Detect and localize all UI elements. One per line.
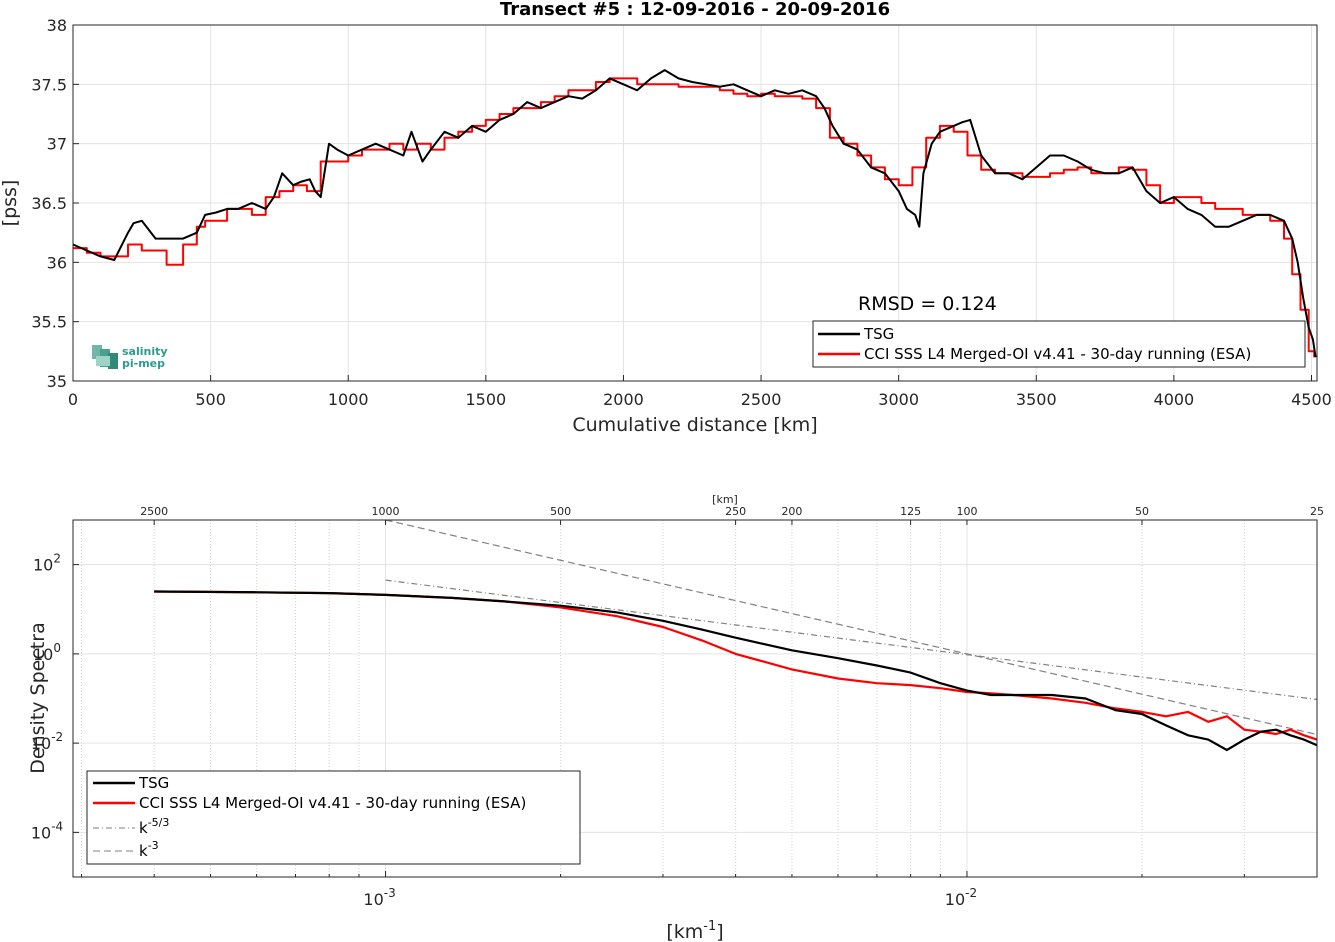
bottom-x-label-end: ] [716, 921, 723, 942]
logo-text-salinity: salinity [122, 345, 168, 358]
top-x-axis-label: Cumulative distance [km] [572, 414, 817, 436]
bottom-y-tick-label: 102 [33, 552, 61, 575]
top-legend: TSG CCI SSS L4 Merged-OI v4.41 - 30-day … [812, 320, 1306, 368]
top-y-tick-label: 36.5 [31, 194, 67, 213]
bottom-top-tick-label: 100 [956, 505, 977, 518]
top-x-tick-label: 2000 [603, 390, 644, 409]
bottom-top-tick-label: 25 [1310, 505, 1324, 518]
bottom-y-axis-label: Density Spectra [27, 622, 49, 773]
legend-k53-base: k [139, 819, 148, 837]
top-y-ticks: 35 35.5 36 36.5 37 37.5 38 [31, 16, 79, 391]
top-legend-label-cci: CCI SSS L4 Merged-OI v4.41 - 30-day runn… [864, 345, 1251, 363]
bottom-legend-box [86, 770, 581, 865]
top-x-ticks: 0 500 1000 1500 2000 2500 3000 3500 4000 4500 [68, 375, 1332, 409]
top-y-tick-label: 38 [47, 16, 67, 35]
bottom-y-tick-label: 100 [33, 641, 61, 664]
top-chart-title: Transect #5 : 12-09-2016 - 20-09-2016 [500, 0, 890, 20]
top-series-line-tsg [72, 69, 1317, 358]
bottom-series-group [154, 519, 1318, 752]
bottom-series-line-tsg [154, 590, 1318, 752]
bottom-x-label-sup: -1 [703, 919, 716, 934]
legend-k3-sup: -3 [148, 839, 159, 852]
logo-tile-1 [92, 345, 102, 359]
bottom-series-line-k3 [385, 519, 1318, 736]
bottom-y-tick-label: 10-4 [31, 819, 63, 842]
bottom-x-ticks: 10-3 10-2 [81, 871, 1245, 909]
bottom-legend-label-tsg: TSG [138, 774, 169, 792]
top-y-tick-label: 37 [47, 135, 67, 154]
top-x-tick-label: 0 [68, 390, 78, 409]
bottom-top-ticks: 2500 1000 500 250 200 125 100 50 25 [140, 505, 1324, 525]
bottom-legend-label-cci: CCI SSS L4 Merged-OI v4.41 - 30-day runn… [139, 794, 526, 812]
bottom-x-label-main: [km [666, 921, 703, 942]
logo-tile-4 [96, 356, 110, 366]
bottom-top-axis-label: [km] [712, 493, 738, 506]
top-y-tick-label: 35.5 [31, 313, 67, 332]
top-x-tick-label: 3000 [878, 390, 919, 409]
bottom-top-tick-label: 200 [781, 505, 802, 518]
bottom-top-tick-label: 125 [900, 505, 921, 518]
bottom-y-ticks: 102 100 10-2 10-4 [31, 552, 79, 842]
bottom-legend-label-k53: k-5/3 [139, 816, 169, 837]
top-x-tick-label: 4500 [1291, 390, 1332, 409]
bottom-top-tick-label: 500 [550, 505, 571, 518]
top-y-tick-label: 37.5 [31, 75, 67, 94]
legend-k53-sup: -5/3 [148, 816, 170, 829]
top-y-axis-label: [pss] [0, 180, 21, 227]
bottom-chart: 10-3 10-2 102 100 10-2 10-4 2500 1000 500 250 20… [27, 493, 1324, 942]
bottom-legend: TSG CCI SSS L4 Merged-OI v4.41 - 30-day … [86, 770, 581, 865]
top-x-tick-label: 3500 [1016, 390, 1057, 409]
rmsd-annotation: RMSD = 0.124 [858, 293, 997, 315]
bottom-x-tick-label: 10-2 [945, 886, 977, 909]
top-x-tick-label: 4000 [1154, 390, 1195, 409]
bottom-x-tick-label: 10-3 [363, 886, 395, 909]
top-x-tick-label: 500 [195, 390, 226, 409]
top-y-tick-label: 35 [47, 372, 67, 391]
salinity-pi-mep-logo: salinity pi-mep [92, 345, 168, 370]
bottom-series-line-k53 [385, 579, 1318, 701]
top-chart: 0 500 1000 1500 2000 2500 3000 3500 4000 4500 353… [0, 0, 1332, 436]
bottom-top-tick-label: 250 [725, 505, 746, 518]
top-legend-label-tsg: TSG [863, 325, 894, 343]
top-x-tick-label: 1500 [465, 390, 506, 409]
bottom-y-tick-label: 10-2 [31, 730, 63, 753]
top-x-tick-label: 1000 [328, 390, 369, 409]
bottom-top-tick-label: 2500 [140, 505, 168, 518]
bottom-top-tick-label: 1000 [372, 505, 400, 518]
bottom-legend-label-k3: k-3 [139, 839, 159, 860]
bottom-x-axis-label: [km-1] [666, 919, 723, 942]
legend-k3-base: k [139, 842, 148, 860]
top-legend-box [812, 320, 1306, 368]
logo-tile-3 [108, 353, 118, 369]
logo-text-pimep: pi-mep [122, 357, 165, 370]
top-x-tick-label: 2500 [741, 390, 782, 409]
bottom-top-tick-label: 50 [1135, 505, 1149, 518]
top-y-tick-label: 36 [47, 253, 67, 272]
top-series-group [72, 69, 1317, 358]
bottom-plot-frame [72, 519, 1318, 878]
